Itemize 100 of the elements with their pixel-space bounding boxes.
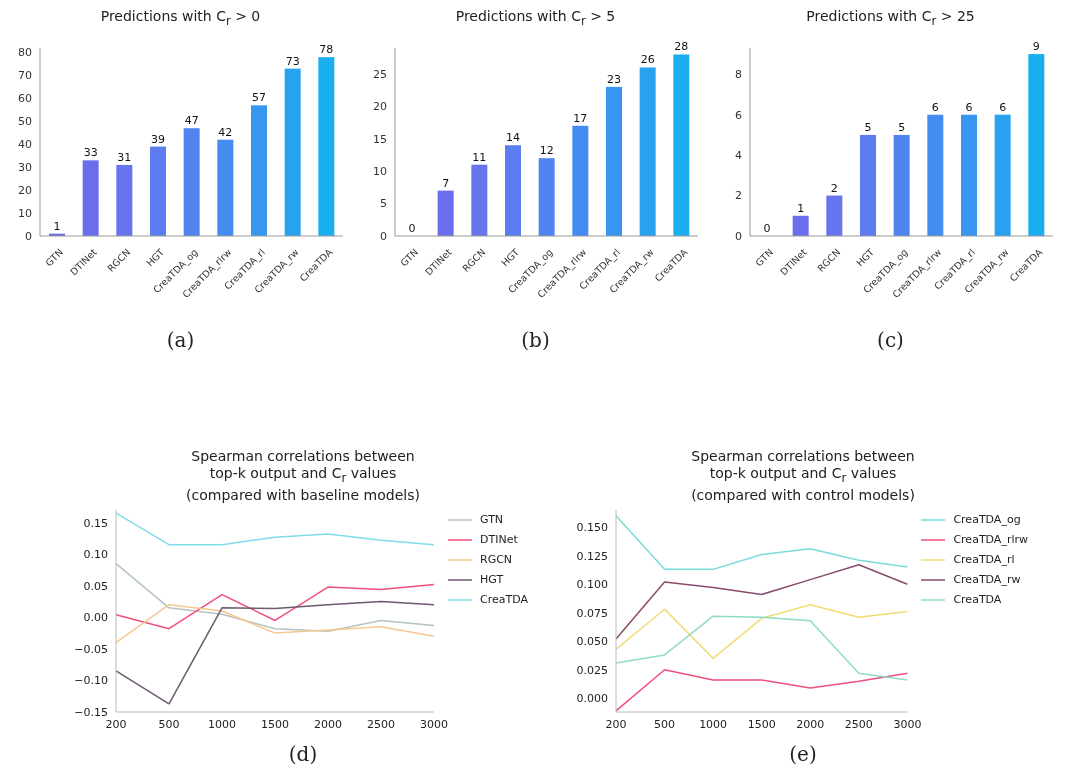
legend-label: CreaTDA <box>480 593 528 607</box>
data-label: 39 <box>151 132 165 146</box>
y-tick-label: 50 <box>18 115 32 129</box>
data-label: 9 <box>1032 39 1040 53</box>
data-label: 1 <box>53 219 61 233</box>
chart-title: Predictions with C$_{r}$ > 0 <box>99 8 262 30</box>
y-tick-label: 0 <box>735 229 742 243</box>
bar <box>284 68 301 236</box>
y-tick-label: 20 <box>18 183 32 197</box>
bar <box>792 215 809 236</box>
data-label: 0 <box>408 221 416 235</box>
data-label: 11 <box>472 150 487 164</box>
y-tick-label: 80 <box>18 46 32 60</box>
y-tick-label: 10 <box>18 206 32 220</box>
y-tick-label: 0.100 <box>576 577 608 591</box>
y-tick-label: 0.075 <box>576 606 608 620</box>
y-tick-label: 4 <box>735 148 742 162</box>
legend-label: CreaTDA_rw <box>953 573 1021 587</box>
bar <box>251 105 267 236</box>
bar <box>639 67 656 236</box>
x-tick-label: 1000 <box>208 717 236 731</box>
data-label: 78 <box>319 42 334 56</box>
bar <box>860 134 876 236</box>
y-tick-label: 5 <box>380 197 387 211</box>
data-label: 5 <box>898 120 906 134</box>
y-tick-label: −0.05 <box>74 642 108 656</box>
data-label: 2 <box>830 181 838 195</box>
x-tick-label: 1000 <box>699 717 728 731</box>
y-tick-label: 0.000 <box>576 692 608 706</box>
y-tick-label: 0.025 <box>576 663 608 677</box>
line-series <box>115 583 435 630</box>
bar <box>471 164 488 236</box>
bar <box>927 114 944 236</box>
legend-label: HGT <box>480 573 504 587</box>
x-tick-label: 2000 <box>796 717 825 731</box>
data-label: 33 <box>83 146 98 160</box>
chart-title: Spearman correlations between top-k output and C$_{r}$ values (compared with baseline models) <box>185 448 421 504</box>
data-label: 6 <box>931 100 939 114</box>
bar <box>673 54 690 236</box>
text: (d) <box>287 741 319 766</box>
x-tick-label: 1500 <box>747 717 776 731</box>
bar <box>505 145 521 236</box>
bar <box>318 56 335 236</box>
y-tick-label: 0.125 <box>576 549 608 563</box>
y-tick-label: 15 <box>373 132 387 146</box>
line-series <box>615 615 909 681</box>
x-tick-label: 3000 <box>893 717 922 731</box>
y-tick-label: 2 <box>735 189 742 203</box>
line-series <box>115 600 435 705</box>
y-tick-label: 60 <box>18 92 32 106</box>
bar <box>606 86 622 236</box>
chart-title: Spearman correlations between top-k output and C$_{r}$ values (compared with control models) <box>690 448 916 504</box>
y-tick-label: 40 <box>18 137 32 151</box>
data-label: 47 <box>184 114 199 128</box>
bar <box>961 114 977 236</box>
y-tick-label: 0.05 <box>83 579 108 593</box>
x-tick-label: 200 <box>105 717 127 731</box>
x-tick-label: 1500 <box>261 717 289 731</box>
y-tick-label: 0.00 <box>83 611 108 625</box>
y-tick-label: 20 <box>373 100 387 114</box>
legend-label: CreaTDA_rl <box>953 553 1015 567</box>
data-label: 6 <box>965 100 973 114</box>
data-label: 1 <box>797 201 805 215</box>
legend-label: DTINet <box>480 533 518 547</box>
data-label: 28 <box>674 40 689 54</box>
x-tick-label: 2500 <box>367 717 395 731</box>
y-tick-label: 25 <box>373 67 387 81</box>
y-tick-label: 10 <box>373 164 387 178</box>
x-tick-label: 200 <box>605 717 627 731</box>
y-tick-label: 8 <box>735 67 742 81</box>
legend-label: CreaTDA <box>953 593 1002 607</box>
legend-label: CreaTDA_og <box>953 513 1021 527</box>
data-label: 73 <box>285 54 300 68</box>
y-tick-label: 70 <box>18 69 32 83</box>
line-series <box>115 512 435 546</box>
bar <box>116 164 133 236</box>
data-label: 5 <box>864 120 872 134</box>
data-label: 12 <box>539 144 554 157</box>
data-label: 57 <box>252 91 266 105</box>
data-label: 31 <box>117 150 132 164</box>
bar <box>994 114 1011 236</box>
line-series <box>615 514 909 570</box>
x-tick-label: 2500 <box>844 717 873 731</box>
y-tick-label: 0.150 <box>576 520 608 534</box>
text: (e) <box>788 741 818 766</box>
data-label: 0 <box>763 221 771 235</box>
y-tick-label: 0 <box>25 229 32 243</box>
data-label: 26 <box>640 53 655 67</box>
x-tick-label: 3000 <box>420 717 448 731</box>
y-tick-label: 6 <box>735 108 742 122</box>
bar <box>437 190 454 236</box>
text: (c) <box>876 327 905 352</box>
chart-title: Predictions with C$_{r}$ > 25 <box>805 8 976 30</box>
data-label: 6 <box>999 100 1007 114</box>
data-label: 7 <box>442 176 450 190</box>
legend-label: GTN <box>480 513 504 527</box>
text: (b) <box>520 327 551 352</box>
bar <box>217 139 234 236</box>
y-tick-label: 0.10 <box>83 547 108 561</box>
data-label: 14 <box>506 131 520 145</box>
